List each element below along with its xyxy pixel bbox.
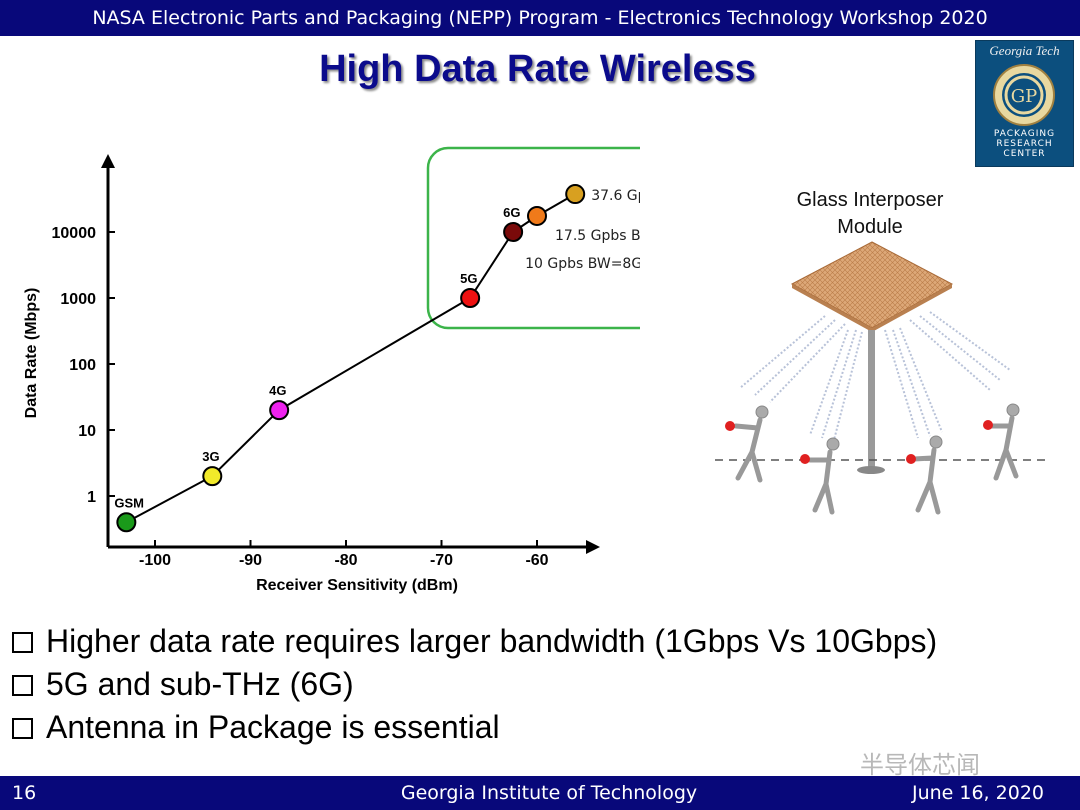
glass-interposer-illustration: Glass Interposer Module	[715, 189, 1045, 515]
logo-sub-line: CENTER	[1003, 149, 1046, 159]
interposer-label-line1: Glass Interposer	[797, 189, 944, 211]
bullet-text: Antenna in Package is essential	[46, 709, 500, 745]
stick-figure	[807, 437, 840, 515]
data-point	[202, 466, 223, 487]
data-point	[269, 400, 290, 421]
rf-beams	[739, 311, 1011, 441]
logo-sub-line: RESEARCH	[996, 139, 1053, 149]
logo-name: Georgia Tech	[989, 43, 1060, 58]
support-pole	[868, 330, 875, 470]
point-label: 4G	[269, 383, 286, 398]
data-rate-chart: -100 -90 -80 -70 -60 1 10 100 1000 10000 Receiver …	[23, 146, 640, 594]
stick-figure	[733, 405, 769, 483]
device-ball	[725, 421, 735, 431]
series-line	[125, 193, 576, 524]
watermark: 半导体芯闻	[860, 751, 980, 779]
y-tick-label: 1000	[60, 291, 96, 308]
point-label: 3G	[202, 449, 219, 464]
device-ball	[800, 454, 810, 464]
data-point	[460, 288, 481, 308]
y-tick-label: 10000	[52, 225, 97, 242]
checkbox-square-icon	[12, 632, 33, 653]
bullet-item: 5G and sub-THz (6G)	[12, 663, 937, 706]
x-axis-arrow	[586, 540, 600, 554]
stick-figure	[911, 435, 943, 515]
data-point	[116, 512, 137, 533]
x-tick-label: -80	[334, 552, 357, 569]
institution-name: Georgia Institute of Technology	[400, 782, 698, 804]
header-bar: NASA Electronic Parts and Packaging (NEP…	[0, 0, 1080, 36]
point-label: 6G	[503, 205, 520, 220]
checkbox-square-icon	[12, 718, 33, 739]
interposer-plate	[790, 241, 954, 329]
y-axis-label: Data Rate (Mbps)	[23, 288, 40, 419]
device-ball	[983, 420, 993, 430]
point-label: GSM	[114, 495, 144, 510]
x-tick-label: -70	[430, 552, 453, 569]
logo-subtitle: PACKAGING RESEARCH CENTER	[976, 129, 1073, 159]
bullet-item: Antenna in Package is essential	[12, 706, 937, 749]
interposer-label-line2: Module	[837, 216, 903, 238]
x-tick-label: -100	[139, 552, 171, 569]
bullet-item: Higher data rate requires larger bandwid…	[12, 620, 937, 663]
workshop-title: NASA Electronic Parts and Packaging (NEP…	[92, 7, 988, 29]
prc-emblem-icon: GP	[993, 64, 1055, 126]
svg-text:GP: GP	[1011, 86, 1038, 107]
point-annotation: 17.5 Gpbs BW=14GHz	[555, 228, 640, 244]
highlight-box	[426, 146, 640, 330]
device-ball	[906, 454, 916, 464]
bullet-text: Higher data rate requires larger bandwid…	[46, 623, 938, 659]
y-tick-label: 1	[87, 489, 96, 506]
bullet-text: 5G and sub-THz (6G)	[46, 666, 354, 702]
bullet-list: Higher data rate requires larger bandwid…	[12, 620, 937, 749]
slide-date: June 16, 2020	[911, 782, 1044, 804]
data-point	[565, 184, 586, 205]
x-tick-label: -90	[239, 552, 262, 569]
y-tick-label: 10	[78, 423, 96, 440]
y-axis-arrow	[101, 154, 115, 168]
georgia-tech-logo: Georgia Tech GP PACKAGING RESEARCH CENTE…	[975, 40, 1074, 167]
checkbox-square-icon	[12, 675, 33, 696]
x-axis-label: Receiver Sensitivity (dBm)	[256, 577, 458, 594]
data-point	[527, 205, 547, 226]
point-annotation: 10 Gpbs BW=8GHz	[525, 256, 640, 272]
stick-figure	[989, 403, 1020, 481]
data-point	[503, 222, 524, 242]
point-label: 5G	[460, 271, 477, 286]
logo-sub-line: PACKAGING	[993, 129, 1056, 139]
page-number: 16	[12, 782, 37, 804]
x-tick-label: -60	[525, 552, 548, 569]
y-tick-label: 100	[69, 357, 96, 374]
point-annotation: 37.6 Gpbs BW=30GHz	[591, 188, 640, 204]
slide-title: High Data Rate Wireless	[319, 48, 756, 90]
footer-bar: 16 Georgia Institute of Technology June …	[0, 776, 1080, 810]
